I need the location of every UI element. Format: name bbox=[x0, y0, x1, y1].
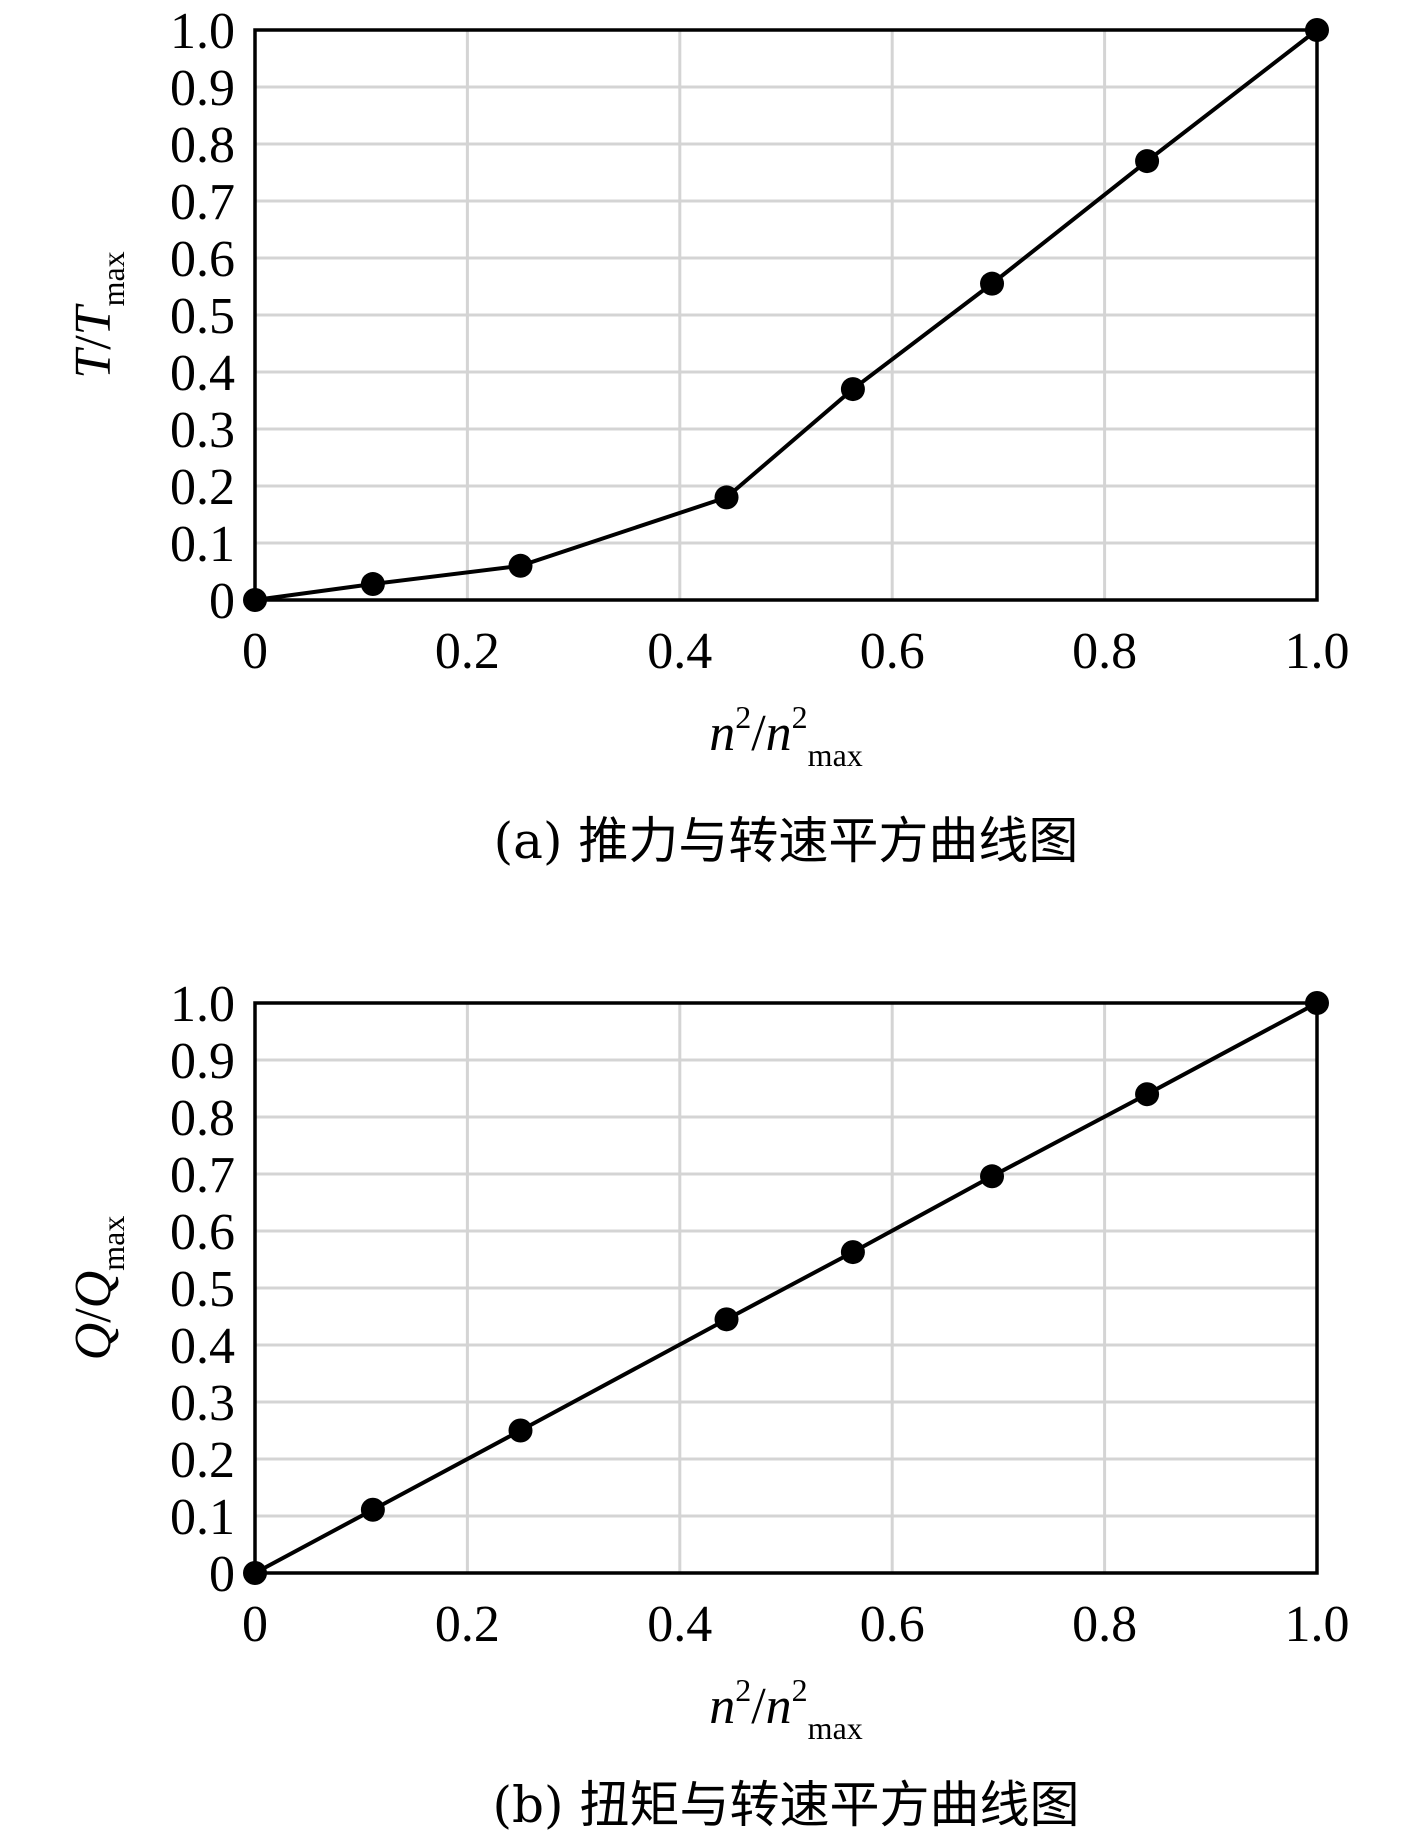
figure-caption: (b) 扭矩与转速平方曲线图 bbox=[493, 1776, 1080, 1833]
x-axis-label: n2/n2max bbox=[709, 1672, 863, 1746]
data-point bbox=[840, 377, 865, 402]
data-point bbox=[714, 1307, 739, 1332]
y-tick-label: 0.7 bbox=[170, 1147, 235, 1204]
chart-a: 00.10.20.30.40.50.60.70.80.91.00 0.2 0.4 0.… bbox=[65, 3, 1350, 870]
y-tick-label: 1.0 bbox=[170, 976, 235, 1033]
x-tick-label: 0.8 bbox=[1072, 623, 1137, 680]
y-tick-label: 0.1 bbox=[170, 1489, 235, 1546]
y-tick-label: 0.7 bbox=[170, 174, 235, 231]
figure-caption: (a) 推力与转速平方曲线图 bbox=[494, 812, 1079, 870]
y-tick-label: 0.5 bbox=[170, 288, 235, 345]
x-tick-label: 0.2 bbox=[435, 1596, 500, 1653]
data-point bbox=[840, 1240, 865, 1265]
y-tick-label: 0.4 bbox=[170, 345, 235, 402]
x-tick-label: 0 bbox=[242, 1596, 268, 1653]
y-tick-label: 0 bbox=[209, 573, 235, 630]
data-point bbox=[508, 1418, 533, 1443]
data-point bbox=[243, 1561, 267, 1585]
x-axis-label: n2/n2max bbox=[709, 699, 863, 773]
chart-b: 00.10.20.30.40.50.60.70.80.91.00 0.2 0.4 0.… bbox=[65, 976, 1350, 1833]
data-point bbox=[980, 1164, 1005, 1189]
plot-frame bbox=[253, 28, 1319, 602]
x-tick-label: 0 bbox=[242, 623, 268, 680]
y-axis-label: T/Tmax bbox=[65, 251, 131, 378]
y-tick-label: 0.2 bbox=[170, 1432, 235, 1489]
x-tick-label: 0.6 bbox=[860, 1596, 925, 1653]
x-tick-label: 1.0 bbox=[1285, 623, 1350, 680]
data-point bbox=[360, 1497, 385, 1522]
x-tick-label: 0.4 bbox=[647, 623, 712, 680]
y-tick-label: 0.3 bbox=[170, 402, 235, 459]
y-tick-label: 0.6 bbox=[170, 1204, 235, 1261]
x-tick-label: 0.6 bbox=[860, 623, 925, 680]
y-tick-label: 0.9 bbox=[170, 60, 235, 117]
data-point bbox=[243, 588, 267, 612]
x-tick-label: 0.8 bbox=[1072, 1596, 1137, 1653]
x-tick-label: 0.2 bbox=[435, 623, 500, 680]
data-point bbox=[1305, 991, 1329, 1015]
y-axis-label: Q/Qmax bbox=[65, 1216, 131, 1361]
y-tick-label: 0.8 bbox=[170, 1090, 235, 1147]
series-line bbox=[254, 28, 1319, 602]
series-line bbox=[254, 1001, 1318, 1575]
plot-frame bbox=[253, 1001, 1319, 1575]
y-tick-label: 0.5 bbox=[170, 1261, 235, 1318]
data-point bbox=[980, 271, 1005, 296]
y-tick-label: 0.3 bbox=[170, 1375, 235, 1432]
y-tick-label: 0.6 bbox=[170, 231, 235, 288]
x-tick-label: 0.4 bbox=[647, 1596, 712, 1653]
data-point bbox=[360, 572, 385, 597]
data-point bbox=[714, 485, 739, 510]
y-tick-label: 0.8 bbox=[170, 117, 235, 174]
y-tick-label: 0 bbox=[209, 1546, 235, 1603]
y-tick-label: 1.0 bbox=[170, 3, 235, 60]
data-point bbox=[508, 553, 533, 578]
y-tick-label: 0.4 bbox=[170, 1318, 235, 1375]
data-point bbox=[1135, 1082, 1160, 1107]
x-tick-label: 1.0 bbox=[1285, 1596, 1350, 1653]
y-tick-label: 0.9 bbox=[170, 1033, 235, 1090]
y-tick-label: 0.2 bbox=[170, 459, 235, 516]
data-point bbox=[1305, 18, 1329, 42]
y-tick-label: 0.1 bbox=[170, 516, 235, 573]
data-point bbox=[1135, 149, 1160, 174]
